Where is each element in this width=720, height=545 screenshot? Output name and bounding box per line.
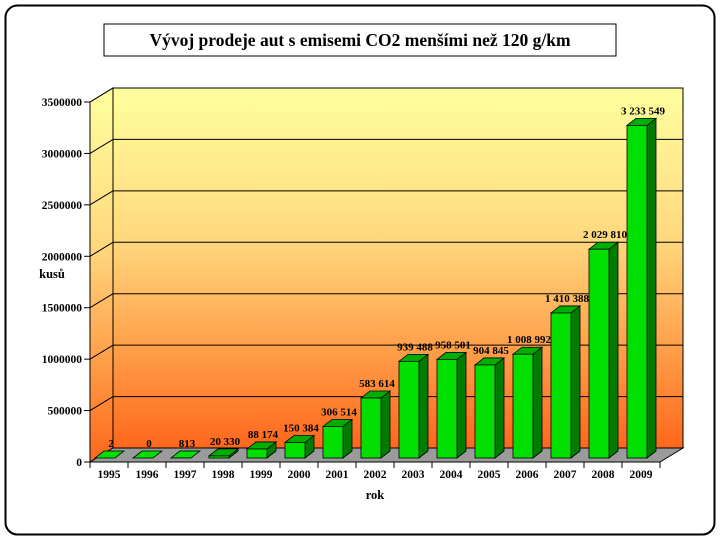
gridline-connector	[89, 396, 114, 411]
y-tick-label: 1500000	[42, 303, 83, 315]
x-tick-label: 1996	[136, 469, 159, 481]
bar-value-label: 150 384	[283, 423, 319, 435]
bar-2000	[284, 442, 306, 459]
bar-side-2002	[380, 390, 391, 459]
y-tick-label: 2500000	[42, 200, 83, 212]
x-tick-label: 2006	[516, 469, 539, 481]
bar-value-label: 958 501	[435, 339, 471, 351]
y-tick-label: 3000000	[42, 148, 83, 160]
bar-value-label: 813	[179, 438, 196, 450]
bar-1996	[131, 450, 164, 459]
bar-side-2006	[532, 346, 543, 459]
bar-value-label: 904 845	[473, 345, 509, 357]
bar-value-label: 939 488	[397, 341, 433, 353]
y-tick-label: 3500000	[42, 97, 83, 109]
x-tick-label: 1998	[212, 469, 235, 481]
bar-side-2009	[646, 117, 657, 459]
bar-value-label: 20 330	[210, 436, 241, 448]
page-border	[4, 4, 716, 536]
bar-1998	[208, 455, 230, 459]
bar-2004	[436, 359, 458, 459]
bar-2006	[512, 353, 534, 459]
x-tick-label: 2009	[630, 469, 653, 481]
y-tick-label: 500000	[48, 406, 83, 418]
bar-2008	[588, 248, 610, 459]
gridline-connector	[89, 344, 114, 360]
x-tick-label: 2000	[288, 469, 311, 481]
x-tick-label: 2003	[402, 469, 425, 481]
y-axis-title: kusů	[39, 267, 65, 281]
x-tick-label: 2001	[326, 469, 349, 481]
back-wall	[112, 87, 684, 449]
bar-side-2003	[418, 353, 429, 459]
bar-value-label: 2 029 810	[583, 229, 628, 241]
bar-1997	[169, 450, 202, 459]
x-tick-label: 2002	[364, 469, 387, 481]
gridline-connector	[89, 139, 114, 154]
bar-side-2004	[456, 351, 467, 459]
x-tick-label: 2008	[592, 469, 615, 481]
side-wall	[89, 87, 114, 463]
gridline-connector	[89, 87, 114, 103]
y-tick-label: 1000000	[42, 354, 83, 366]
bar-1999	[246, 448, 268, 459]
x-tick-label: 2005	[478, 469, 501, 481]
chart-title: Vývoj prodeje aut s emisemi CO2 menšími …	[149, 30, 571, 50]
x-tick-label: 1999	[250, 469, 273, 481]
x-axis-title: rok	[366, 488, 385, 502]
bar-value-label: 1 410 388	[545, 293, 590, 305]
bar-2007	[550, 312, 572, 459]
y-tick-label: 2000000	[42, 251, 83, 263]
bar-2003	[398, 360, 420, 459]
bar-1995	[93, 450, 126, 459]
x-tick-label: 1995	[98, 469, 121, 481]
bar-value-label: 306 514	[321, 406, 357, 418]
bar-2001	[322, 426, 344, 459]
gridline-connector	[89, 241, 114, 257]
bar-value-label: 2	[108, 438, 114, 450]
bar-value-label: 1 008 992	[507, 334, 552, 346]
bar-value-label: 0	[146, 438, 152, 450]
plot-area: 0 500000 1000000 1500000 2000000 2500000 30000…	[42, 87, 685, 481]
bar-side-2005	[494, 357, 505, 459]
bar-side-2008	[608, 241, 619, 459]
bar-2009	[626, 125, 648, 459]
x-tick-label: 2004	[440, 469, 463, 481]
bar-value-label: 583 614	[359, 378, 395, 390]
x-tick-label: 2007	[554, 469, 577, 481]
y-tick-label: 0	[76, 457, 82, 469]
bar-2002	[360, 397, 382, 459]
gridline-connector	[89, 293, 114, 309]
bar-side-2007	[570, 305, 581, 459]
bar-value-label: 3 233 549	[621, 105, 666, 117]
x-tick-label: 1997	[174, 469, 197, 481]
chart-title-box	[103, 23, 617, 57]
gridline-connector	[89, 190, 114, 206]
bar-2005	[474, 364, 496, 459]
bar-value-label: 88 174	[248, 429, 279, 441]
